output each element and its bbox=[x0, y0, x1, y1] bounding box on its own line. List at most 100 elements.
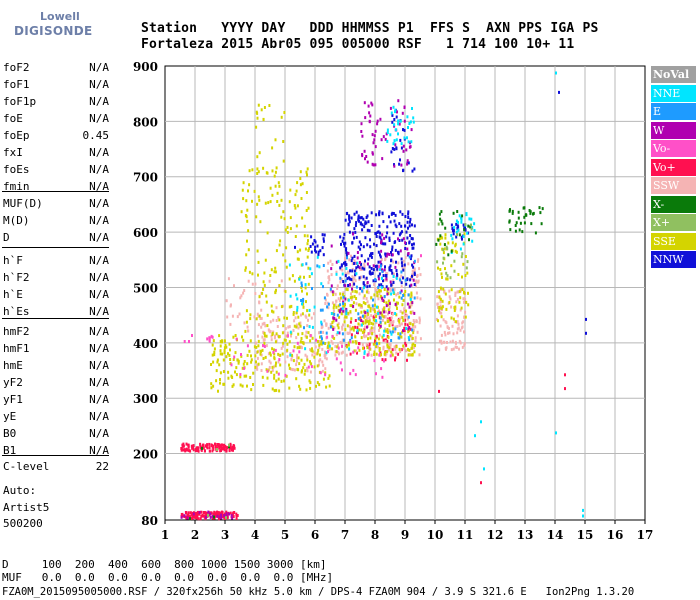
param-b0: B0 N/A bbox=[3, 425, 109, 442]
data-point bbox=[306, 309, 309, 313]
data-point bbox=[286, 331, 289, 335]
data-point bbox=[256, 202, 259, 206]
data-point bbox=[450, 288, 453, 292]
data-point bbox=[455, 300, 458, 304]
data-point bbox=[344, 274, 347, 278]
data-point bbox=[379, 260, 382, 264]
data-point bbox=[301, 182, 304, 186]
data-point bbox=[200, 448, 203, 452]
data-point bbox=[278, 318, 281, 322]
data-point bbox=[351, 289, 354, 293]
param-value: N/A bbox=[89, 163, 109, 176]
data-point bbox=[395, 351, 398, 355]
data-point bbox=[260, 316, 263, 320]
data-point bbox=[221, 339, 223, 343]
data-point bbox=[379, 117, 382, 121]
data-point bbox=[386, 252, 389, 256]
data-point bbox=[391, 211, 394, 215]
data-point bbox=[456, 327, 459, 331]
param-fof2: foF2 N/A bbox=[3, 59, 109, 76]
data-point bbox=[388, 302, 391, 306]
data-point bbox=[366, 346, 369, 350]
data-point bbox=[318, 265, 321, 269]
data-point bbox=[355, 221, 358, 225]
data-point bbox=[328, 278, 331, 282]
data-point bbox=[397, 352, 400, 356]
data-point bbox=[358, 266, 361, 270]
data-point bbox=[439, 237, 442, 241]
data-point bbox=[333, 336, 336, 340]
data-point bbox=[400, 289, 403, 293]
data-point bbox=[444, 226, 447, 230]
data-point bbox=[304, 286, 307, 290]
data-point bbox=[256, 334, 259, 338]
data-point bbox=[384, 321, 387, 325]
data-point bbox=[233, 445, 236, 448]
data-point bbox=[200, 510, 203, 514]
data-point bbox=[468, 238, 470, 242]
data-point bbox=[385, 274, 388, 277]
data-point bbox=[208, 442, 211, 446]
data-point bbox=[245, 320, 248, 324]
data-point bbox=[440, 315, 443, 319]
param-value: N/A bbox=[89, 393, 109, 406]
data-point bbox=[378, 265, 380, 269]
data-point bbox=[412, 265, 415, 269]
data-point bbox=[369, 331, 372, 335]
logo-lowell-text: Lowell bbox=[40, 10, 80, 23]
data-point bbox=[377, 337, 380, 341]
data-point bbox=[474, 434, 476, 438]
data-point bbox=[368, 284, 371, 288]
data-point bbox=[326, 335, 329, 339]
data-point bbox=[299, 183, 302, 187]
data-point bbox=[389, 106, 392, 110]
data-point bbox=[305, 366, 308, 370]
data-point bbox=[379, 289, 382, 293]
data-point bbox=[321, 233, 324, 237]
data-point bbox=[450, 223, 453, 227]
data-point bbox=[523, 206, 526, 210]
param-value: N/A bbox=[89, 78, 109, 91]
data-point bbox=[313, 355, 316, 359]
data-point bbox=[390, 150, 393, 154]
data-point bbox=[261, 335, 264, 339]
data-point bbox=[418, 318, 421, 322]
data-point bbox=[378, 313, 381, 317]
data-point bbox=[450, 233, 453, 237]
data-point bbox=[412, 346, 415, 350]
data-point bbox=[259, 220, 262, 224]
data-point bbox=[383, 352, 386, 356]
data-point bbox=[469, 225, 472, 229]
data-point bbox=[206, 337, 209, 341]
data-point bbox=[246, 344, 249, 348]
data-point bbox=[344, 284, 347, 288]
data-point bbox=[271, 368, 274, 372]
data-point bbox=[283, 217, 286, 221]
data-point bbox=[384, 358, 387, 362]
y-tick-label: 800 bbox=[133, 115, 158, 129]
data-point bbox=[242, 181, 245, 185]
data-point bbox=[362, 275, 365, 279]
data-point bbox=[273, 270, 276, 274]
data-point bbox=[258, 301, 261, 305]
data-point bbox=[380, 283, 383, 287]
data-point bbox=[341, 268, 344, 272]
data-point bbox=[219, 381, 221, 385]
data-point bbox=[285, 334, 287, 338]
data-point bbox=[181, 512, 184, 516]
x-tick-label: 6 bbox=[311, 528, 319, 542]
data-point bbox=[343, 304, 346, 308]
data-point bbox=[292, 328, 295, 332]
data-point bbox=[346, 345, 348, 349]
data-point bbox=[305, 170, 308, 174]
data-point bbox=[409, 120, 412, 124]
data-point bbox=[255, 341, 258, 345]
data-point bbox=[212, 447, 215, 451]
data-point bbox=[363, 294, 366, 298]
data-point bbox=[385, 132, 388, 136]
data-point bbox=[399, 278, 402, 282]
data-point bbox=[318, 331, 320, 335]
data-point bbox=[361, 289, 364, 293]
data-point bbox=[386, 128, 389, 132]
data-point bbox=[231, 516, 234, 520]
